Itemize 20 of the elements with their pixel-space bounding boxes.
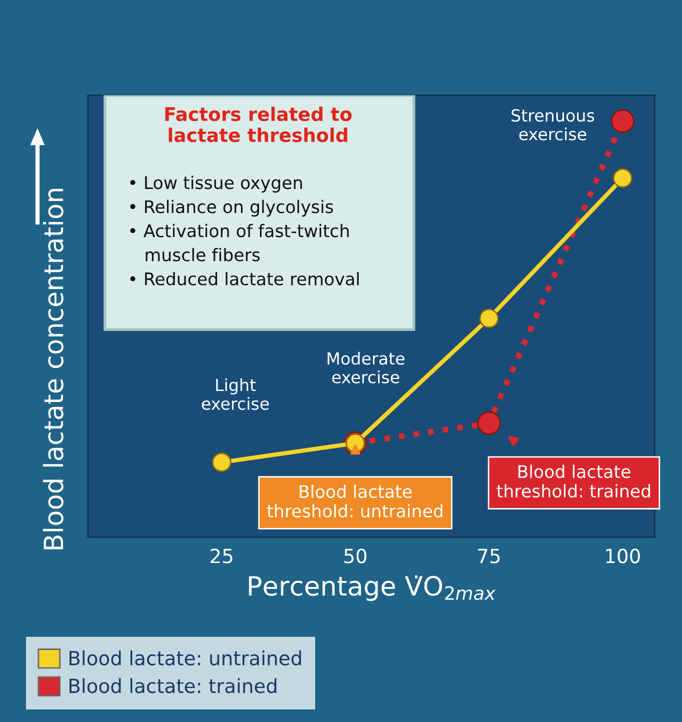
point [612, 168, 632, 188]
point [212, 452, 232, 472]
x-tick-label: 25 [210, 548, 232, 564]
x-axis-title: Percentage V̇O$_{2max}$ [248, 575, 496, 601]
legend-label: Blood lactate: trained [70, 678, 276, 694]
point [477, 411, 501, 435]
x-tick-label: 50 [344, 548, 366, 564]
annotation: Moderate exercise [328, 352, 404, 384]
legend-label: Blood lactate: untrained [70, 650, 301, 666]
annotation: Blood lactate threshold: trained [496, 464, 650, 498]
annotation: Light exercise [202, 378, 269, 410]
annotation: Blood lactate threshold: untrained [267, 484, 442, 518]
annotation: Factors related to lactate threshold [165, 106, 352, 142]
annotation: Strenuous exercise [512, 109, 594, 140]
x-tick-label: 100 [606, 548, 640, 564]
x-tick-label: 75 [478, 548, 500, 564]
y-axis-title: Blood lactate concentration [42, 188, 64, 550]
point [479, 308, 499, 328]
annotation: • Low tissue oxygen • Reliance on glycolysis • Activation of fast-twitch muscle fibers • Reduced lactate removal [130, 176, 359, 286]
point [610, 109, 634, 133]
